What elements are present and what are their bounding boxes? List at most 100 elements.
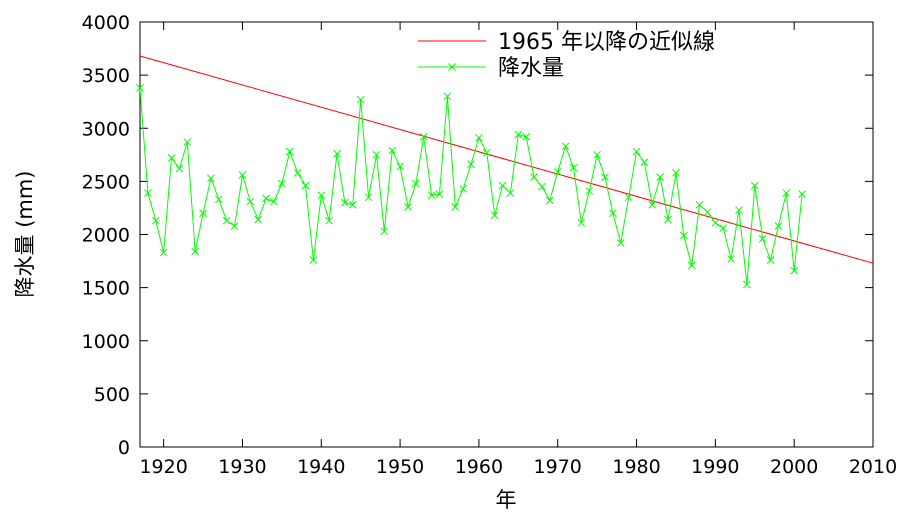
data-point <box>278 179 286 188</box>
legend-label-1: 降水量 <box>498 56 564 81</box>
data-point <box>341 198 349 207</box>
y-tick-label: 1500 <box>82 278 130 300</box>
data-point <box>672 169 680 177</box>
data-point <box>419 132 428 141</box>
data-point <box>388 146 397 155</box>
x-tick-label: 1930 <box>218 456 266 478</box>
data-point <box>482 148 491 157</box>
data-point <box>561 142 570 151</box>
data-point <box>553 167 562 176</box>
data-point <box>404 203 412 211</box>
data-point <box>530 173 538 181</box>
plot-area <box>139 21 874 448</box>
x-tick-label: 2010 <box>849 456 897 478</box>
y-tick-label: 3000 <box>82 118 130 140</box>
data-point <box>679 231 688 240</box>
data-point <box>514 130 523 139</box>
data-point <box>325 216 334 225</box>
data-point <box>475 133 483 142</box>
y-tick-label: 500 <box>94 384 130 406</box>
data-point <box>766 256 775 264</box>
data-point <box>790 266 799 275</box>
data-point <box>333 149 341 158</box>
data-point <box>183 138 192 146</box>
data-point <box>246 197 255 206</box>
data-point <box>356 95 365 104</box>
data-point <box>727 255 735 263</box>
data-point <box>262 194 270 203</box>
x-axis: 1920 1930 1940 1950 1960 1970 1980 1990 2000 2010 <box>139 22 897 478</box>
data-point <box>144 189 152 197</box>
data-point <box>782 189 791 197</box>
data-point <box>207 174 215 183</box>
data-point <box>230 222 239 230</box>
data-point <box>467 160 475 169</box>
data-point <box>735 206 743 214</box>
x-tick-label: 1940 <box>297 456 345 478</box>
y-tick-label: 3500 <box>82 65 130 87</box>
y-axis-label: 降水量 (mm) <box>13 171 37 298</box>
data-point <box>640 158 649 167</box>
data-point <box>451 203 460 211</box>
y-tick-label: 4000 <box>82 12 130 34</box>
data-point <box>538 182 546 191</box>
y-tick-label: 2000 <box>82 225 130 247</box>
data-point <box>396 162 404 171</box>
y-axis: 0 500 1000 1500 2000 2500 3000 3500 4000 <box>82 12 873 459</box>
data-point <box>285 147 294 156</box>
x-tick-label: 1960 <box>455 456 503 478</box>
data-point <box>577 218 586 227</box>
x-axis-label: 年 <box>496 488 517 512</box>
data-point <box>317 191 326 200</box>
data-point <box>569 163 578 172</box>
data-point <box>293 169 302 177</box>
data-point <box>695 200 704 209</box>
x-tick-label: 2000 <box>770 456 818 478</box>
data-point <box>601 173 609 181</box>
data-point <box>270 197 278 206</box>
data-point <box>774 222 783 230</box>
data-point <box>798 190 806 198</box>
data-point <box>585 187 594 195</box>
legend-label-0: 1965 年以降の近似線 <box>498 30 715 55</box>
data-point <box>309 256 318 264</box>
y-tick-label: 2500 <box>82 171 130 193</box>
data-point <box>656 173 665 181</box>
data-point <box>159 248 168 257</box>
data-point <box>593 150 601 159</box>
x-tick-label: 1920 <box>139 456 187 478</box>
data-point <box>687 261 696 270</box>
data-point <box>372 150 381 159</box>
data-point <box>459 184 468 193</box>
data-point <box>151 216 160 225</box>
data-point <box>490 211 499 220</box>
data-point <box>719 224 728 232</box>
data-point <box>632 147 641 156</box>
data-point <box>443 92 452 101</box>
data-point <box>498 181 507 190</box>
data-point <box>412 179 420 188</box>
data-point <box>616 239 625 247</box>
data-point <box>609 209 617 218</box>
data-point <box>254 215 263 224</box>
data-point <box>222 216 231 225</box>
data-point <box>711 218 720 227</box>
data-point <box>758 234 767 243</box>
data-point <box>427 191 436 200</box>
data-point <box>624 193 633 202</box>
data-point <box>380 227 389 236</box>
data-point <box>301 181 310 190</box>
data-point <box>506 189 515 197</box>
data-point <box>648 200 657 209</box>
data-point <box>199 209 207 218</box>
data-point <box>348 200 357 209</box>
series-line-1 <box>139 87 803 285</box>
data-point <box>167 154 176 162</box>
x-tick-label: 1970 <box>534 456 582 478</box>
data-point <box>703 208 712 217</box>
x-tick-label: 1980 <box>612 456 660 478</box>
data-point <box>214 195 223 204</box>
data-point <box>545 196 554 205</box>
